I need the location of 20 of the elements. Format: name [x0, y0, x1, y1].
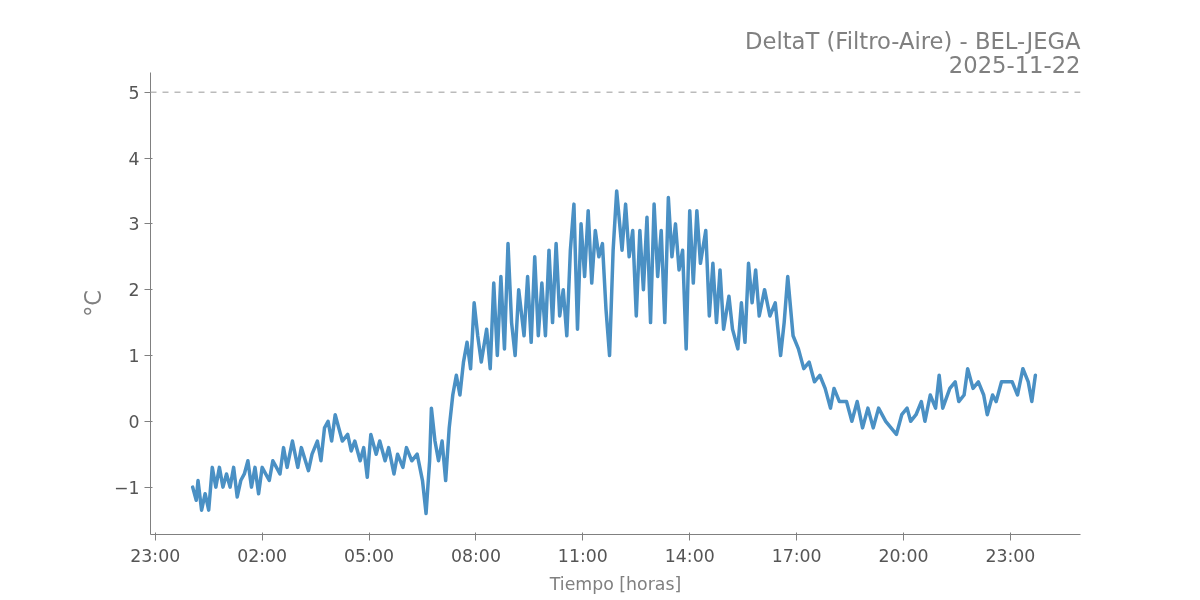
- x-tick-label: 23:00: [985, 545, 1036, 566]
- x-axis-title: Tiempo [horas]: [548, 573, 682, 594]
- y-tick-label: 0: [128, 411, 140, 432]
- x-tick-label: 02:00: [237, 545, 288, 566]
- x-tick-label: 23:00: [130, 545, 181, 566]
- x-tick-label: 08:00: [450, 545, 501, 566]
- x-tick-label: 11:00: [557, 545, 608, 566]
- x-tick-label: 14:00: [664, 545, 715, 566]
- y-tick-label: −1: [113, 477, 140, 498]
- y-tick-label: 1: [128, 345, 140, 366]
- y-tick-label: 5: [128, 82, 140, 103]
- y-axis-title: °C: [79, 289, 106, 318]
- y-tick-label: 4: [128, 148, 140, 169]
- chart-title: DeltaT (Filtro-Aire) - BEL-JEGA: [745, 27, 1081, 54]
- y-tick-label: 3: [128, 214, 140, 235]
- x-tick-label: 17:00: [771, 545, 822, 566]
- x-tick-label: 20:00: [878, 545, 929, 566]
- x-tick-label: 05:00: [344, 545, 395, 566]
- line-series: [190, 189, 1038, 516]
- y-tick-label: 2: [128, 280, 140, 301]
